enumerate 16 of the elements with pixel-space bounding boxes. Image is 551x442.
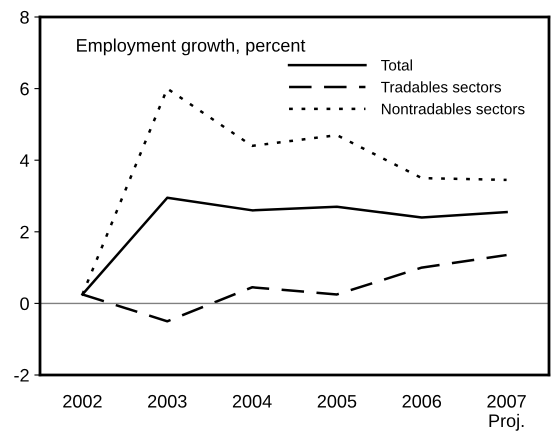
y-tick-label: 0	[20, 297, 29, 310]
y-tick-label: 4	[20, 154, 30, 167]
y-tick-label: 8	[20, 10, 29, 24]
y-tick-label: 6	[20, 82, 29, 96]
y-tick-label: 2	[20, 226, 29, 238]
x-tick-label: 2004	[232, 394, 272, 408]
y-tick-label: -2	[14, 368, 29, 382]
legend-label: Tradables sectors	[381, 81, 502, 92]
legend-label: Nontradables sectors	[382, 103, 525, 114]
x-tick-label: 2007 Proj.	[487, 394, 526, 431]
annotation: Employment growth, percent	[77, 38, 306, 56]
x-tick-label: 2003	[148, 394, 187, 408]
x-tick-label: 2002	[63, 394, 102, 408]
x-tick-label: 2005	[318, 394, 356, 408]
legend-label: Total	[381, 59, 412, 71]
x-tick-label: 2006	[402, 394, 442, 408]
